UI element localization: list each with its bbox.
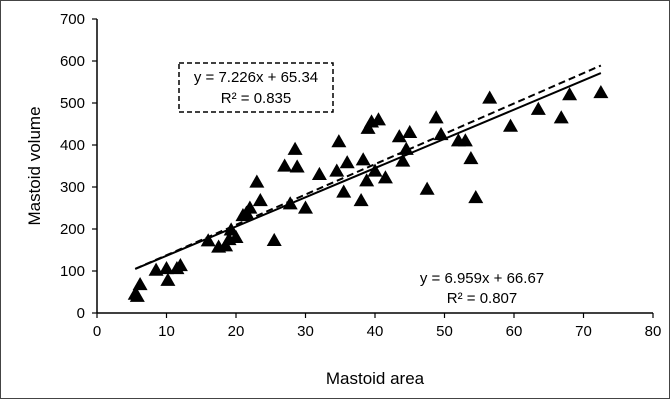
trendline-dashed-label: y = 7.226x + 65.34 R² = 0.835 — [178, 62, 334, 113]
data-point — [463, 150, 479, 165]
data-point — [242, 200, 258, 214]
data-point — [287, 141, 303, 155]
data-point — [298, 200, 313, 214]
x-tick-label: 10 — [158, 323, 175, 340]
data-point — [282, 196, 298, 210]
data-point — [311, 166, 327, 181]
trendline-dashed-equation: y = 7.226x + 65.34 — [194, 69, 318, 86]
data-point — [468, 190, 484, 204]
y-axis-title: Mastoid volume — [25, 106, 44, 225]
data-point — [370, 112, 386, 126]
data-point — [129, 288, 145, 302]
data-point — [419, 181, 435, 195]
data-point — [553, 110, 569, 124]
trendline-solid-label: y = 6.959x + 66.67 R² = 0.807 — [420, 270, 544, 307]
y-tick-label: 100 — [60, 263, 85, 280]
data-point — [172, 258, 188, 272]
data-point — [482, 90, 498, 104]
data-point — [159, 260, 174, 275]
trendline-dashed-label-box — [178, 62, 334, 113]
data-point — [249, 174, 265, 188]
y-tick-label: 700 — [60, 11, 85, 28]
x-tick-label: 40 — [367, 323, 384, 340]
x-tick-label: 80 — [645, 323, 662, 340]
data-point — [367, 163, 383, 177]
data-point — [562, 87, 578, 101]
data-point — [132, 276, 148, 291]
data-point — [331, 134, 347, 148]
x-tick-label: 30 — [297, 323, 314, 340]
data-point — [266, 232, 282, 246]
plot-area: 0 10 20 30 40 50 60 70 80 0 100 200 300 400 500 600 700 — [60, 11, 661, 340]
data-point — [329, 163, 345, 177]
data-point — [503, 118, 519, 132]
data-point — [428, 110, 444, 124]
data-point — [530, 101, 546, 115]
data-point — [160, 272, 176, 286]
data-point — [359, 173, 375, 187]
y-tick-label: 500 — [60, 95, 85, 112]
y-ticks: 0 100 200 300 400 500 600 700 — [60, 11, 97, 322]
y-tick-label: 200 — [60, 221, 85, 238]
data-point — [395, 153, 411, 167]
y-tick-label: 600 — [60, 53, 85, 70]
data-point — [457, 133, 473, 147]
data-point — [593, 85, 609, 99]
trendline-dashed — [134, 64, 602, 270]
x-tick-label: 50 — [436, 323, 453, 340]
data-point — [433, 127, 449, 141]
data-point — [355, 152, 371, 166]
data-point — [148, 262, 164, 276]
trendline-dashed-r2: R² = 0.835 — [221, 90, 291, 107]
data-point — [336, 184, 352, 198]
x-tick-label: 70 — [575, 323, 592, 340]
data-points — [127, 85, 609, 302]
y-tick-label: 0 — [77, 305, 85, 322]
trendline-solid — [134, 72, 602, 270]
data-point — [277, 158, 293, 172]
data-point — [228, 229, 244, 244]
data-point — [391, 129, 407, 143]
x-ticks: 0 10 20 30 40 50 60 70 80 — [93, 313, 662, 340]
y-tick-label: 400 — [60, 137, 85, 154]
y-tick-label: 300 — [60, 179, 85, 196]
data-point — [339, 155, 355, 169]
x-tick-label: 0 — [93, 323, 101, 340]
trendlines — [134, 64, 602, 270]
data-point — [252, 192, 268, 207]
data-point — [289, 159, 305, 173]
data-point — [377, 170, 393, 184]
x-tick-label: 20 — [228, 323, 245, 340]
x-tick-label: 60 — [506, 323, 523, 340]
trendline-solid-equation: y = 6.959x + 66.67 — [420, 270, 544, 287]
data-point — [353, 192, 369, 207]
x-axis-title: Mastoid area — [326, 369, 425, 388]
data-point — [398, 141, 414, 155]
data-point — [200, 233, 216, 247]
trendline-solid-r2: R² = 0.807 — [447, 290, 517, 307]
data-point — [402, 124, 418, 139]
